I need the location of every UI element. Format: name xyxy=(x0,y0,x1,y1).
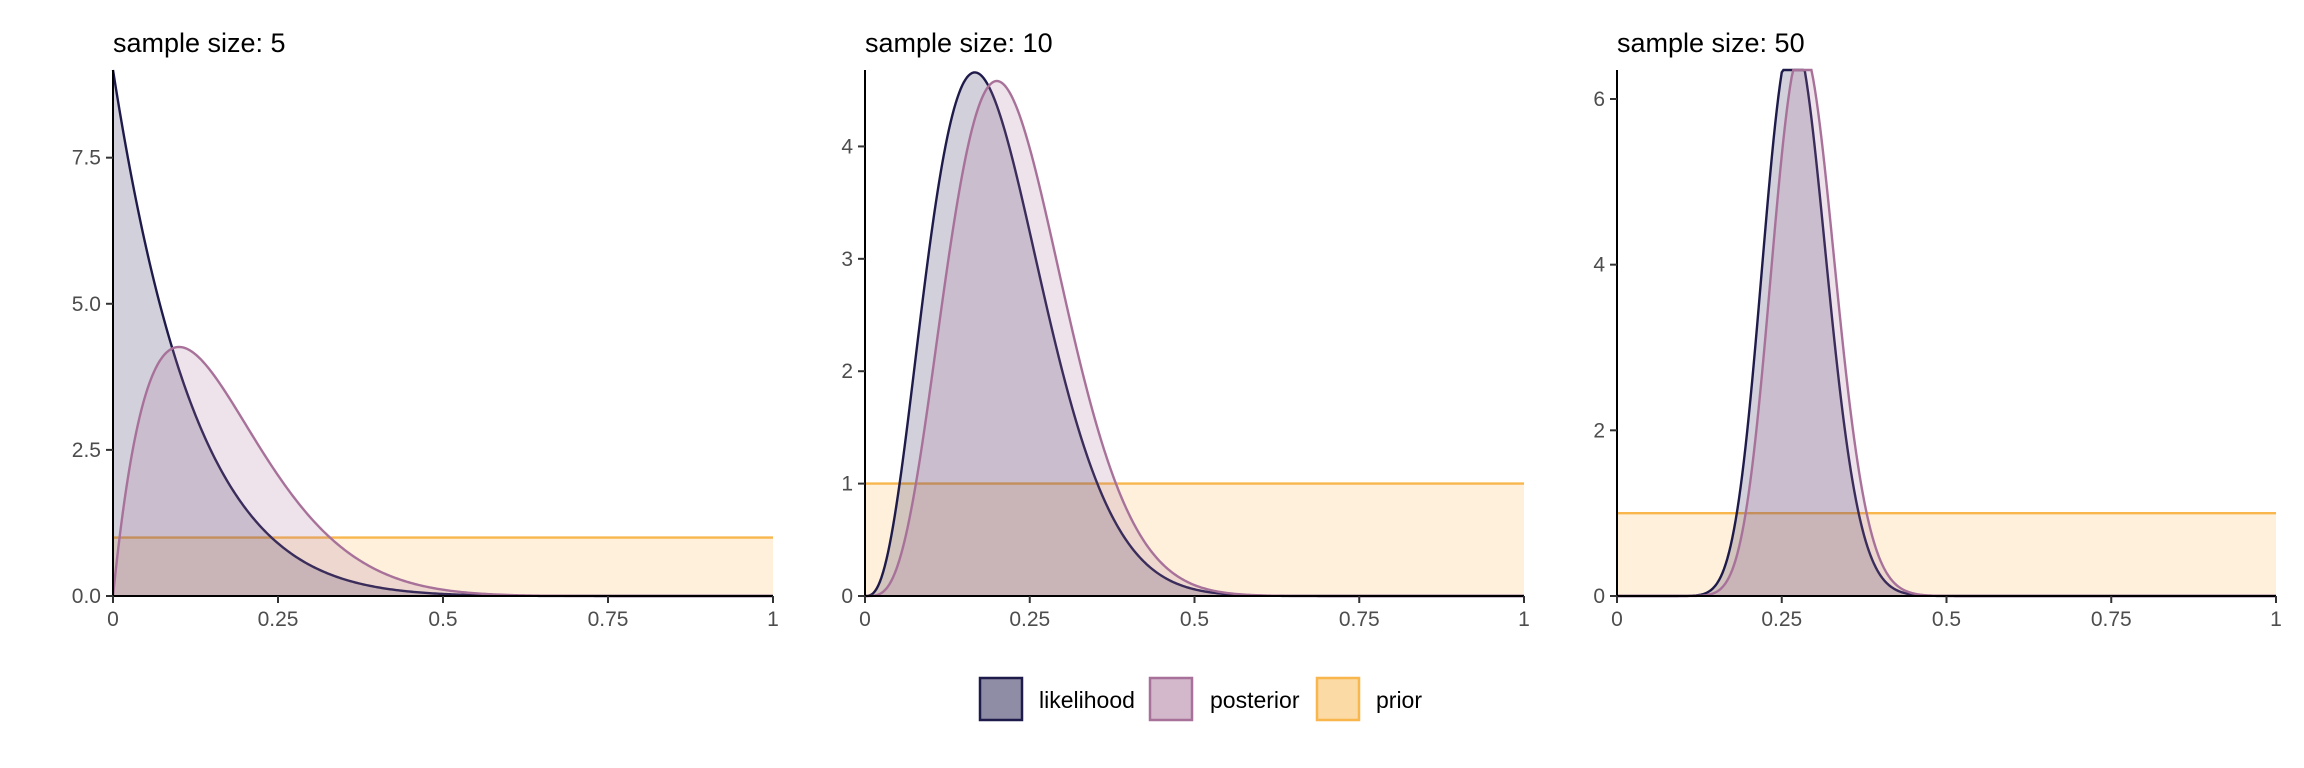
legend-swatch-prior xyxy=(1315,676,1361,722)
legend-item-prior: prior xyxy=(1315,676,1422,722)
y-tick-label: 1 xyxy=(841,473,853,496)
y-tick-label: 4 xyxy=(841,135,853,158)
likelihood-area xyxy=(865,72,1524,596)
prior-area xyxy=(865,483,1524,596)
y-tick-label: 4 xyxy=(1593,254,1605,277)
legend-swatch-likelihood xyxy=(978,676,1024,722)
panel-title: sample size: 10 xyxy=(865,28,1053,58)
panel-2: sample size: 10 0 0.25 0.5 0.75 1 0 1 2 3 4 xyxy=(841,28,1530,631)
x-tick-label: 0 xyxy=(859,608,871,631)
x-tick-label: 0.25 xyxy=(258,608,299,631)
x-tick-label: 0.25 xyxy=(1761,608,1802,631)
y-tick-label: 0.0 xyxy=(72,585,101,608)
x-tick-label: 1 xyxy=(2270,608,2282,631)
x-tick-label: 1 xyxy=(767,608,779,631)
likelihood-area xyxy=(1617,70,2276,596)
legend-label: prior xyxy=(1376,687,1422,713)
prior-area xyxy=(1617,513,2276,596)
panel-title: sample size: 50 xyxy=(1617,28,1805,58)
panel-title: sample size: 5 xyxy=(113,28,286,58)
posterior-area xyxy=(1617,70,2276,596)
x-tick-label: 0 xyxy=(107,608,119,631)
y-tick-label: 2 xyxy=(841,360,853,383)
x-tick-label: 0.75 xyxy=(2091,608,2132,631)
legend-swatch-posterior xyxy=(1148,676,1194,722)
y-tick-label: 5.0 xyxy=(72,293,101,316)
x-tick-label: 0.5 xyxy=(428,608,457,631)
x-tick-label: 0.25 xyxy=(1009,608,1050,631)
y-tick-label: 0 xyxy=(841,585,853,608)
x-tick-label: 1 xyxy=(1518,608,1530,631)
legend-item-likelihood: likelihood xyxy=(978,676,1135,722)
x-tick-label: 0.75 xyxy=(588,608,629,631)
panel-1: sample size: 5 0 0.25 0.5 0.75 1 0.0 2.5 5.0 7.5 xyxy=(72,28,779,631)
panel-3: sample size: 50 0 0.25 0.5 0.75 1 0 2 4 6 xyxy=(1593,28,2282,631)
y-tick-label: 2 xyxy=(1593,419,1605,442)
legend-label: posterior xyxy=(1210,687,1300,713)
y-tick-label: 6 xyxy=(1593,88,1605,111)
likelihood-area xyxy=(113,70,773,596)
y-tick-label: 0 xyxy=(1593,585,1605,608)
x-tick-label: 0.5 xyxy=(1932,608,1961,631)
y-tick-label: 2.5 xyxy=(72,439,101,462)
x-tick-label: 0.75 xyxy=(1339,608,1380,631)
prior-area xyxy=(113,537,773,596)
x-tick-label: 0 xyxy=(1611,608,1623,631)
legend: likelihood posterior prior xyxy=(978,676,1422,722)
y-tick-label: 3 xyxy=(841,248,853,271)
y-tick-label: 7.5 xyxy=(72,147,101,170)
legend-label: likelihood xyxy=(1039,687,1135,713)
posterior-area xyxy=(865,80,1524,597)
legend-item-posterior: posterior xyxy=(1148,676,1300,722)
posterior-area xyxy=(113,346,773,596)
x-tick-label: 0.5 xyxy=(1180,608,1209,631)
